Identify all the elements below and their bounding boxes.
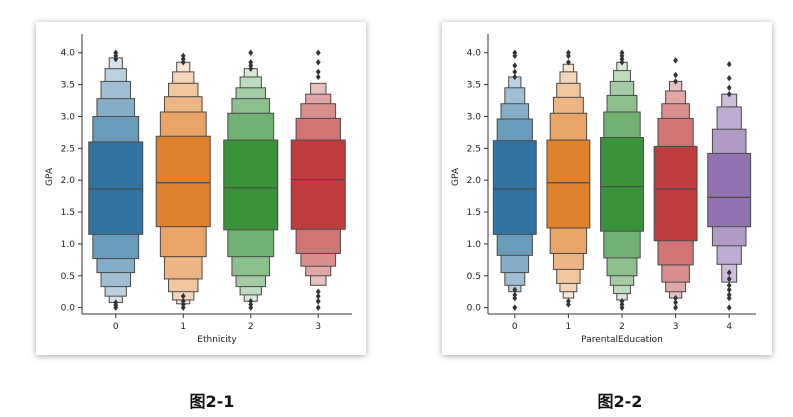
x-tick-label: 4 [726,322,732,332]
boxen-box-3-level-0 [290,139,346,230]
x-tick-label: 3 [315,322,321,332]
outlier-point [315,304,321,311]
outlier-point [113,49,119,56]
outlier-point [248,59,254,66]
outlier-point [315,49,321,56]
outlier-point [315,73,321,81]
x-axis-label: Ethnicity [197,335,237,345]
y-tick-label: 0.5 [467,272,481,282]
x-tick-label: 0 [113,322,119,332]
y-tick-label: 3.0 [467,112,482,122]
outlier-point [566,59,571,66]
y-tick-label: 0.0 [467,304,482,314]
x-tick-label: 2 [248,322,254,332]
y-tick-label: 0.0 [61,304,76,314]
outlier-point [619,298,625,305]
boxen-box-0-level-0 [88,141,144,235]
outlier-point [726,84,732,91]
chart-panel-ethnicity: 0.0 0.5 1.0 1.5 2.0 2.5 3.0 3.5 4.0 GPA 0 1 2 3 Ethnic… [36,22,366,355]
y-tick-label: 2.0 [61,176,76,186]
boxen-box-1-level-0 [155,135,211,228]
outlier-point [566,49,571,56]
boxen-group-4 [707,61,752,311]
y-tick-label: 1.5 [467,208,481,218]
outlier-point [180,292,186,300]
boxen-group-2 [600,49,644,311]
boxen-group-0 [88,49,144,311]
outlier-point [726,291,732,299]
x-tick-label: 1 [180,322,186,332]
outlier-point [673,71,678,79]
boxen-group-3 [653,57,698,311]
outlier-point [512,291,518,299]
figure-caption-2: 图2-2 [597,392,643,411]
y-tick-label: 1.0 [61,240,76,250]
y-tick-label: 2.0 [467,176,482,186]
outlier-point [673,299,678,306]
outlier-point [315,298,321,305]
outlier-point [512,49,518,56]
boxen-group-1 [155,52,211,311]
outlier-point [512,68,518,76]
chart-panel-parental-education: 0.0 0.5 1.0 1.5 2.0 2.5 3.0 3.5 4.0 GPA 0 1 2 3 4 Paren… [442,22,772,355]
y-tick-label: 3.0 [61,112,76,122]
y-tick-label: 2.5 [467,144,481,154]
x-tick-label: 3 [673,322,679,332]
outlier-point [726,75,732,82]
y-tick-label: 1.5 [61,208,75,218]
boxen-chart-parental-education: 0.0 0.5 1.0 1.5 2.0 2.5 3.0 3.5 4.0 GPA 0 1 2 3 4 Paren… [451,34,756,345]
y-tick-label: 2.5 [61,144,75,154]
outlier-point [180,52,186,60]
outlier-point [512,73,518,81]
outlier-point [726,275,732,283]
outlier-point [726,90,732,98]
outlier-point [726,269,732,276]
outlier-point [512,62,518,69]
boxen-chart-ethnicity: 0.0 0.5 1.0 1.5 2.0 2.5 3.0 3.5 4.0 GPA 0 1 2 3 Ethnic… [45,34,352,345]
boxen-group-3 [290,49,346,311]
outlier-point [566,298,571,305]
outlier-point [726,286,732,293]
x-tick-label: 2 [619,322,625,332]
outlier-point [315,288,321,295]
outlier-point [180,298,186,305]
outlier-point [673,57,678,64]
boxen-group-2 [223,49,279,311]
figure-caption-1: 图2-1 [189,392,235,411]
y-tick-label: 4.0 [61,49,76,59]
x-tick-label: 1 [566,322,572,332]
outlier-point [113,299,119,306]
outlier-point [512,304,518,311]
boxen-group-1 [546,49,591,308]
boxen-box-2-level-0 [223,139,279,231]
outlier-point [673,294,678,302]
outlier-point [726,282,732,289]
outlier-point [512,286,518,293]
outlier-point [673,304,678,311]
y-tick-label: 3.5 [61,81,75,91]
y-tick-label: 3.5 [467,81,481,91]
x-tick-label: 0 [512,322,518,332]
boxen-box-3-level-0 [653,145,698,242]
outlier-point [248,298,254,305]
x-axis-label: ParentalEducation [581,335,663,345]
boxen-group-0 [492,49,537,311]
outlier-point [248,49,254,56]
outlier-point [726,304,732,311]
y-axis-label: GPA [451,167,461,186]
outlier-point [315,292,321,300]
outlier-point [315,59,321,66]
y-tick-label: 4.0 [467,49,482,59]
boxen-box-4-level-0 [707,152,752,228]
outlier-point [619,49,625,56]
boxen-box-1-level-0 [546,139,591,229]
y-axis-label: GPA [45,167,55,186]
boxen-box-2-level-0 [600,136,644,232]
boxen-box-0-level-0 [492,140,537,235]
outlier-point [673,78,678,85]
y-tick-label: 1.0 [467,240,482,250]
outlier-point [315,68,321,76]
outlier-point [726,61,732,68]
y-tick-label: 0.5 [61,272,75,282]
